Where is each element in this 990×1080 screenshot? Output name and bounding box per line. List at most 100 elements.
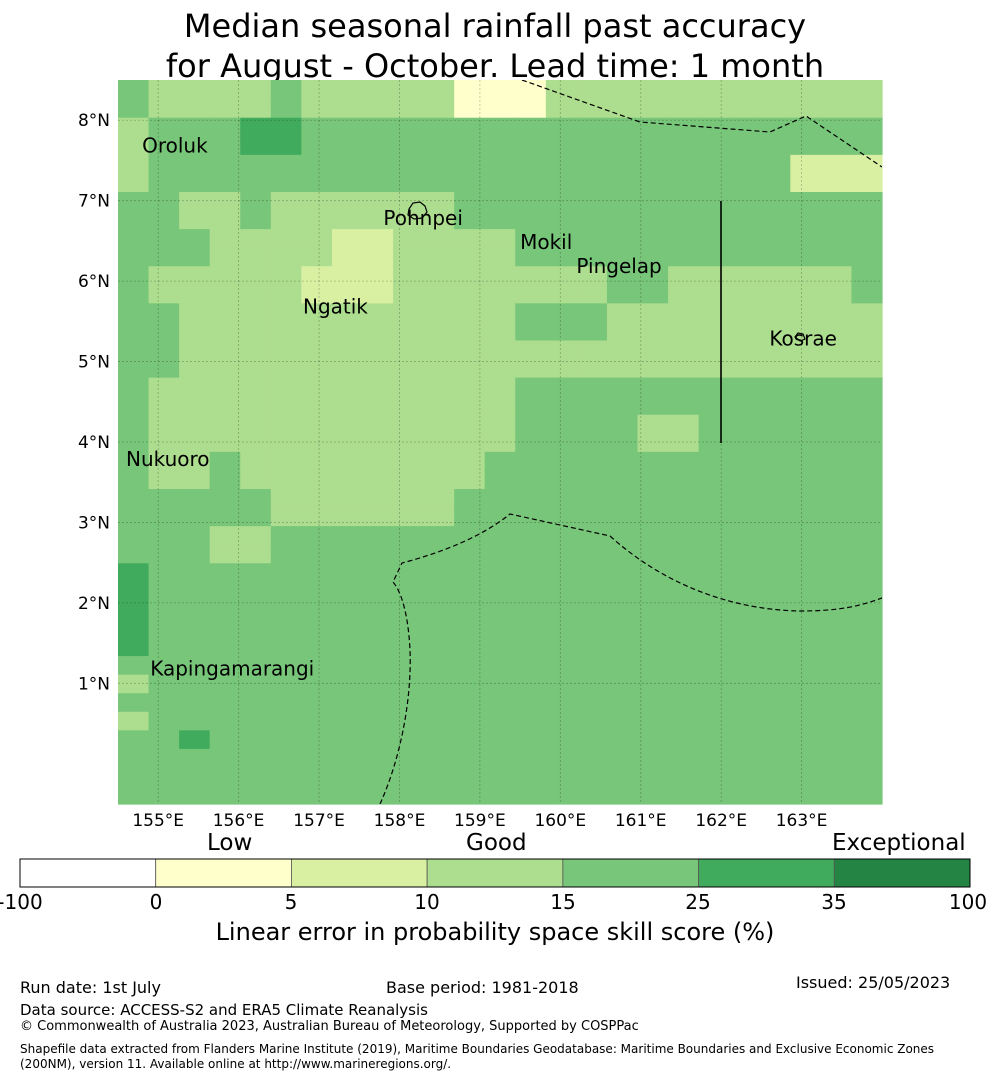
grid-cell bbox=[423, 172, 455, 192]
grid-cell bbox=[576, 451, 608, 471]
copyright: © Commonwealth of Australia 2023, Austra… bbox=[20, 1019, 639, 1034]
grid-cell bbox=[454, 618, 486, 638]
island-outlines bbox=[407, 201, 806, 342]
grid-cell bbox=[759, 172, 791, 192]
grid-cell bbox=[698, 209, 730, 230]
grid-cell bbox=[209, 506, 241, 527]
grid-cell bbox=[362, 692, 394, 712]
grid-cell bbox=[545, 562, 577, 582]
grid-cell bbox=[331, 265, 364, 285]
grid-cell bbox=[240, 525, 272, 545]
grid-cell bbox=[668, 506, 700, 527]
grid-cell bbox=[301, 469, 333, 490]
grid-cell bbox=[179, 209, 211, 230]
grid-cell bbox=[759, 748, 791, 768]
grid-cell bbox=[331, 135, 364, 155]
grid-cell bbox=[362, 191, 394, 211]
grid-cell bbox=[270, 525, 302, 545]
grid-cell bbox=[545, 581, 577, 601]
grid-cell bbox=[851, 117, 883, 137]
grid-cell bbox=[454, 581, 486, 601]
grid-cell bbox=[209, 525, 241, 545]
grid-cell bbox=[759, 135, 791, 155]
grid-cell bbox=[209, 284, 241, 304]
grid-cell bbox=[148, 618, 180, 638]
grid-cell bbox=[240, 674, 272, 694]
grid-cell bbox=[820, 98, 853, 118]
grid-cell bbox=[301, 636, 333, 657]
place-label-oroluk: Oroluk bbox=[142, 133, 208, 157]
colorbar-swatch bbox=[19, 858, 157, 888]
grid-cell bbox=[331, 284, 364, 304]
grid-cell bbox=[209, 191, 241, 211]
grid-cell bbox=[118, 711, 150, 731]
grid-cell bbox=[545, 339, 577, 360]
grid-cell bbox=[362, 766, 394, 787]
colorbar-frame bbox=[19, 858, 971, 888]
grid-cell bbox=[118, 321, 150, 341]
grid-cell bbox=[576, 636, 608, 657]
grid-cell bbox=[668, 748, 700, 768]
grid-cell bbox=[576, 135, 608, 155]
grid-cell bbox=[148, 377, 180, 397]
grid-cell bbox=[637, 377, 669, 397]
grid-cell bbox=[454, 358, 486, 378]
grid-cell bbox=[790, 302, 822, 322]
grid-cell bbox=[637, 451, 669, 471]
grid-cell bbox=[118, 562, 150, 582]
grid-cell bbox=[179, 172, 211, 192]
grid-cell bbox=[209, 358, 241, 378]
grid-cell bbox=[729, 729, 761, 749]
grid-cell bbox=[790, 469, 822, 490]
grid-cell bbox=[790, 729, 822, 749]
grid-cell bbox=[484, 339, 516, 360]
grid-cell bbox=[790, 358, 822, 378]
grid-cell bbox=[454, 284, 486, 304]
grid-cell bbox=[545, 247, 577, 267]
grid-cell bbox=[729, 766, 761, 787]
grid-cell bbox=[668, 247, 700, 267]
grid-cell bbox=[270, 339, 302, 360]
grid-cell bbox=[454, 339, 486, 360]
grid-cell bbox=[515, 395, 547, 415]
grid-cell bbox=[790, 339, 822, 360]
grid-cell bbox=[790, 488, 822, 508]
grid-cell bbox=[362, 395, 394, 415]
grid-cell bbox=[606, 618, 639, 638]
grid-cell bbox=[270, 209, 302, 230]
grid-cell bbox=[240, 209, 272, 230]
grid-cell bbox=[362, 265, 394, 285]
grid-cell bbox=[820, 339, 853, 360]
grid-cell bbox=[515, 506, 547, 527]
grid-cell bbox=[637, 135, 669, 155]
grid-cell bbox=[759, 358, 791, 378]
grid-cell bbox=[637, 228, 669, 248]
grid-cell bbox=[179, 766, 211, 787]
grid-cell bbox=[393, 135, 425, 155]
grid-cell bbox=[331, 766, 364, 787]
grid-cell bbox=[698, 339, 730, 360]
grid-cell bbox=[790, 785, 822, 805]
grid-cell bbox=[759, 488, 791, 508]
grid-cell bbox=[454, 562, 486, 582]
place-label-nukuoro: Nukuoro bbox=[126, 447, 210, 471]
grid-cell bbox=[515, 544, 547, 564]
place-label-kapingamarangi: Kapingamarangi bbox=[150, 656, 314, 680]
grid-cell bbox=[637, 636, 669, 657]
grid-cell bbox=[118, 358, 150, 378]
grid-cell bbox=[301, 525, 333, 545]
latitude-tick-label: 1°N bbox=[78, 674, 110, 694]
grid-cell bbox=[820, 395, 853, 415]
grid-cell bbox=[576, 766, 608, 787]
grid-cell bbox=[209, 618, 241, 638]
colorbar-swatch bbox=[155, 858, 292, 888]
grid-cell bbox=[270, 748, 302, 768]
shapefile-credit: Shapefile data extracted from Flanders M… bbox=[20, 1042, 935, 1071]
grid-cell bbox=[454, 395, 486, 415]
grid-cell bbox=[545, 117, 577, 137]
grid-cell bbox=[790, 191, 822, 211]
grid-cell bbox=[301, 599, 333, 619]
grid-cell bbox=[270, 228, 302, 248]
grid-cell bbox=[790, 284, 822, 304]
